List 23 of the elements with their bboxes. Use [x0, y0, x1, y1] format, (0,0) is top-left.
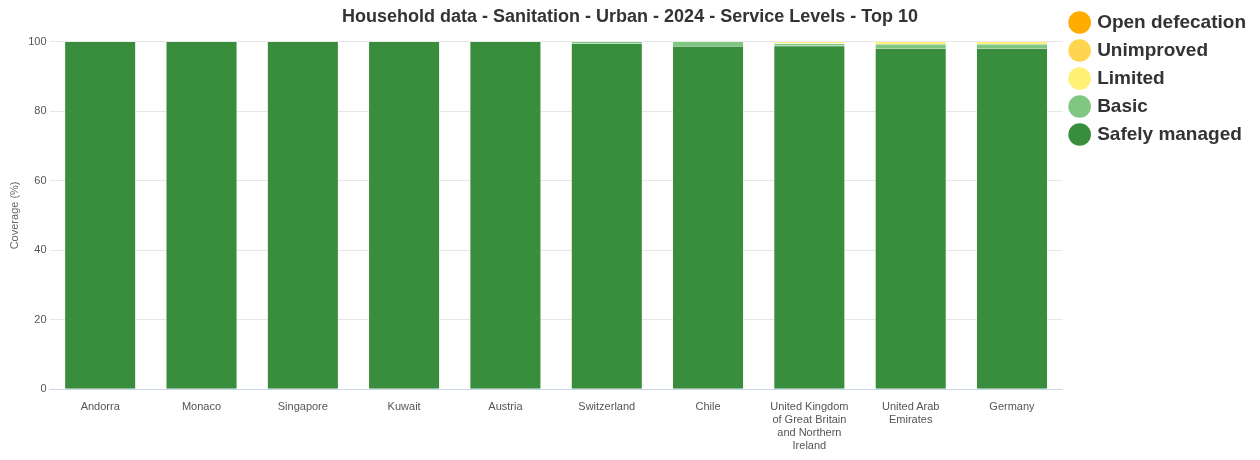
legend-label: Open defecation: [1097, 10, 1246, 32]
legend-label: Unimproved: [1097, 38, 1208, 60]
legend-label: Basic: [1097, 94, 1149, 116]
legend-label: Safely managed: [1097, 122, 1242, 144]
y-tick-label: 20: [34, 312, 47, 325]
x-tick-label: Austria: [488, 399, 524, 412]
x-tick-label: Switzerland: [578, 399, 636, 412]
x-tick-label: Andorra: [80, 399, 121, 412]
x-tick-label: Singapore: [277, 399, 328, 412]
x-tick-label: Chile: [695, 399, 721, 412]
y-tick-label: 60: [34, 173, 47, 186]
y-tick-label: 0: [40, 382, 47, 395]
y-tick-label: 100: [28, 34, 47, 47]
y-axis-title: Coverage (%): [7, 181, 20, 250]
x-tick-label: Monaco: [181, 399, 222, 412]
y-tick-label: 40: [34, 243, 47, 256]
x-tick-label: United Arab Emirates: [881, 399, 940, 426]
x-tick-label: Germany: [989, 399, 1036, 412]
x-tick-label: Kuwait: [387, 399, 421, 412]
legend-label: Limited: [1097, 66, 1165, 88]
chart-title: Household data - Sanitation - Urban - 2024 - Service Levels - Top 10: [342, 5, 918, 26]
x-tick-label: United Kingdom of Great Britain and Northern Ireland: [770, 399, 849, 452]
y-tick-label: 80: [34, 104, 47, 117]
